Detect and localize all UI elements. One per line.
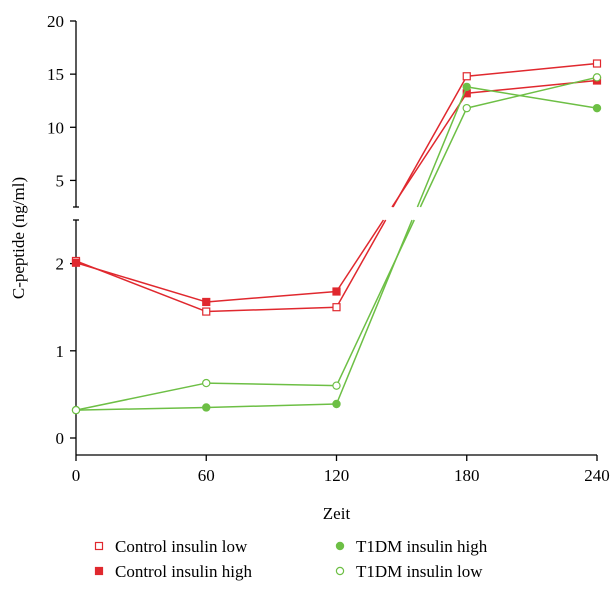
data-point bbox=[71, 258, 81, 267]
series-line-segment bbox=[335, 219, 415, 386]
y-axis-title: C-peptide (ng/ml) bbox=[9, 177, 28, 299]
series-line-segment bbox=[206, 382, 337, 387]
data-point bbox=[332, 303, 341, 312]
axes: 0 1 2 5 10 15 20 0 60 120 180 240 Zeit C-peptide (ng/… bbox=[9, 12, 610, 523]
series-line-segment bbox=[75, 262, 207, 303]
data-point bbox=[592, 103, 602, 113]
legend-marker bbox=[94, 566, 104, 576]
series-line-segment bbox=[75, 382, 207, 411]
legend-item-1: Control insulin high bbox=[94, 562, 252, 581]
data-point bbox=[332, 287, 341, 296]
data-point bbox=[332, 399, 341, 409]
series-line-segment bbox=[416, 86, 468, 208]
series-line-segment bbox=[466, 62, 598, 78]
series-line-segment bbox=[206, 306, 337, 313]
y-tick-label: 0 bbox=[56, 429, 65, 448]
series-3 bbox=[71, 73, 602, 415]
series-line-segment bbox=[466, 86, 598, 109]
legend-label: T1DM insulin low bbox=[356, 562, 483, 581]
series-line-segment bbox=[75, 406, 207, 411]
x-tick-label: 60 bbox=[198, 466, 215, 485]
legend-label: Control insulin high bbox=[115, 562, 252, 581]
data-point bbox=[202, 378, 211, 388]
data-point bbox=[332, 381, 341, 390]
legend-item-0: Control insulin low bbox=[94, 537, 248, 556]
y-tick-label: 2 bbox=[56, 255, 65, 274]
legend-item-3: T1DM insulin low bbox=[335, 562, 483, 581]
legend: Control insulin low Control insulin high T… bbox=[94, 537, 488, 581]
data-point bbox=[202, 307, 211, 316]
legend-label: Control insulin low bbox=[115, 537, 248, 556]
series-0 bbox=[71, 59, 602, 316]
data-point bbox=[462, 103, 471, 113]
data-point bbox=[462, 82, 471, 92]
legend-marker bbox=[94, 541, 104, 551]
series-line-segment bbox=[335, 219, 387, 308]
y-tick-label: 5 bbox=[56, 171, 65, 190]
series-line-segment bbox=[392, 75, 468, 208]
y-tick-label: 1 bbox=[56, 342, 65, 361]
legend-item-2: T1DM insulin high bbox=[335, 537, 488, 556]
legend-label: T1DM insulin high bbox=[356, 537, 488, 556]
data-point bbox=[202, 403, 211, 412]
x-tick-label: 120 bbox=[324, 466, 350, 485]
data-point bbox=[592, 59, 602, 68]
x-tick-label: 0 bbox=[72, 466, 81, 485]
x-axis-title: Zeit bbox=[323, 504, 351, 523]
series-1 bbox=[71, 76, 602, 307]
series-line-segment bbox=[466, 76, 598, 109]
y-tick-label: 15 bbox=[47, 65, 64, 84]
series-line-segment bbox=[335, 219, 385, 292]
series-line-segment bbox=[419, 107, 468, 208]
series-2 bbox=[71, 82, 602, 415]
x-tick-label: 240 bbox=[584, 466, 610, 485]
series-line-segment bbox=[391, 92, 468, 208]
series-layer bbox=[71, 59, 602, 415]
series-line-segment bbox=[206, 403, 337, 409]
data-point bbox=[462, 72, 471, 81]
data-point bbox=[202, 297, 211, 307]
data-point bbox=[71, 405, 81, 415]
legend-marker bbox=[335, 541, 345, 551]
x-tick-label: 180 bbox=[454, 466, 480, 485]
y-tick-label: 10 bbox=[47, 118, 64, 137]
legend-marker bbox=[335, 566, 345, 576]
data-point bbox=[592, 73, 602, 82]
y-tick-label: 20 bbox=[47, 12, 64, 31]
series-line-segment bbox=[206, 290, 337, 303]
